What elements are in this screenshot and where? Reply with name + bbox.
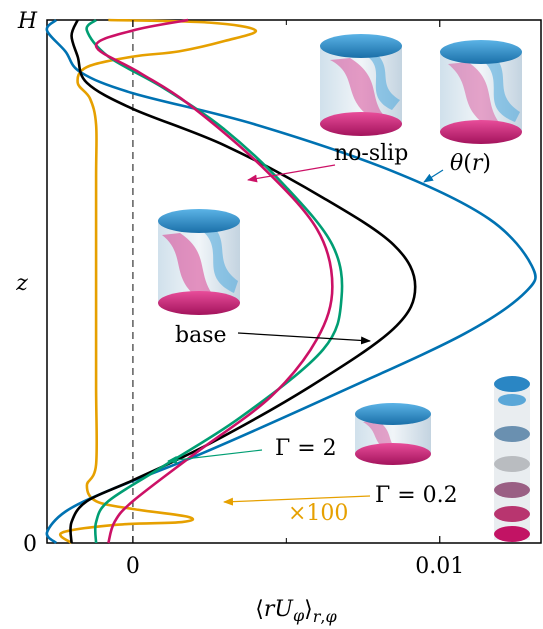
cylinder-base-image [158, 209, 240, 315]
arrow-theta [423, 169, 444, 183]
y-tick-label: H [17, 9, 38, 34]
cylinder-theta-image [440, 40, 522, 144]
x-tick-label: 0.01 [415, 554, 464, 579]
series-line-base [69, 19, 417, 544]
arrow-gamma2 [167, 449, 263, 464]
y-axis-label: z [15, 271, 28, 296]
label-theta: θ(r) [450, 151, 491, 176]
x-axis-label: ⟨rUφ⟩r,φ [255, 597, 337, 626]
series-line--0-2 [59, 18, 257, 545]
arrow-gamma02 [223, 495, 371, 506]
cylinder-gamma02-image [494, 376, 530, 542]
series-curves [45, 18, 537, 545]
arrow-base [237, 332, 371, 345]
axis-ticks: 0 0.01 0 H [17, 9, 464, 579]
x-tick-label: 0 [126, 554, 140, 579]
label-gamma2: Γ = 2 [275, 436, 337, 461]
cylinder-gamma2-image [355, 403, 431, 465]
plot-frame [46, 19, 542, 544]
label-gamma02: Γ = 0.2 [375, 483, 458, 508]
arrow-no-slip [247, 164, 336, 183]
y-tick-label: 0 [23, 532, 37, 557]
label-no-slip: no-slip [334, 141, 408, 166]
label-times100: ×100 [288, 501, 348, 526]
series-line-no-slip [94, 18, 334, 544]
series-line--2 [85, 18, 344, 544]
label-base: base [175, 323, 227, 348]
cylinder-no-slip-image [320, 34, 402, 136]
